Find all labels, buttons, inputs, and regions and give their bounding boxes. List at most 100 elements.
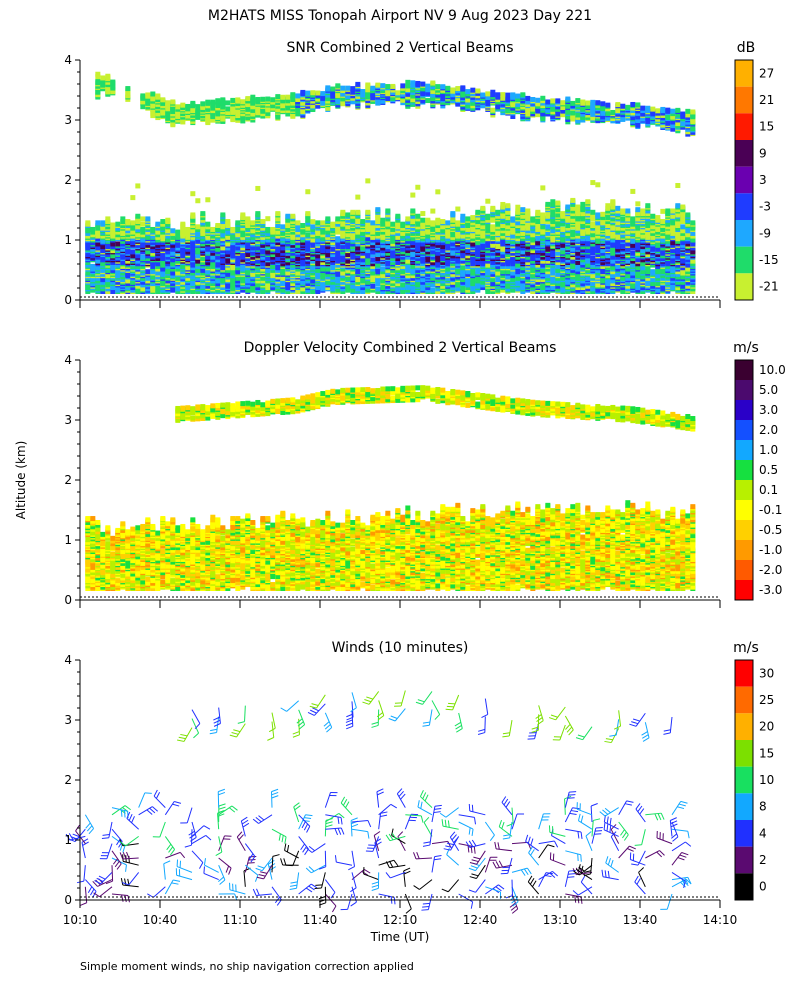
snr-cell (150, 254, 156, 260)
snr-cell (175, 234, 181, 240)
snr-cell (130, 238, 136, 244)
snr-cell (130, 236, 136, 242)
snr-cell (90, 226, 96, 232)
snr-cell (335, 270, 341, 276)
snr-cell (255, 211, 261, 217)
snr-cell (210, 105, 216, 111)
snr-cell (240, 232, 246, 238)
snr-cell (250, 237, 256, 243)
snr-cell (490, 107, 496, 113)
snr-cell (375, 207, 381, 213)
snr-cell (125, 277, 131, 283)
snr-cell (305, 211, 311, 217)
snr-cell (110, 236, 116, 242)
data-layer (85, 71, 696, 294)
snr-cell (330, 86, 336, 92)
snr-cell (170, 287, 176, 293)
snr-cell (210, 226, 216, 232)
snr-cell (240, 278, 246, 284)
snr-cell (145, 269, 151, 275)
snr-cell (265, 285, 271, 291)
snr-cell (85, 259, 91, 265)
snr-cell (445, 85, 451, 91)
snr-cell (285, 289, 291, 294)
snr-cell (225, 106, 231, 112)
snr-cell (290, 262, 296, 268)
snr-cell (85, 220, 91, 226)
snr-cell (315, 220, 321, 226)
snr-cell (340, 257, 346, 263)
snr-cell (185, 246, 191, 252)
snr-cell (295, 266, 301, 272)
snr-cell (480, 92, 486, 98)
snr-cell (260, 96, 266, 102)
snr-cell (255, 229, 261, 235)
snr-cell (175, 229, 181, 235)
snr-cell (140, 286, 146, 292)
snr-cell (145, 242, 151, 248)
snr-cell (255, 97, 261, 103)
snr-cell (190, 191, 196, 197)
snr-cell (145, 92, 151, 98)
snr-cell (95, 220, 101, 226)
snr-cell (325, 216, 331, 222)
snr-cell (345, 85, 351, 91)
snr-cell (365, 279, 371, 285)
snr-cell (230, 240, 236, 246)
snr-cell (245, 230, 251, 236)
snr-cell (180, 279, 186, 285)
snr-cell (335, 249, 341, 255)
snr-cell (140, 240, 146, 246)
snr-cell (245, 241, 251, 247)
snr-cell (300, 263, 306, 269)
snr-cell (345, 212, 351, 218)
snr-cell (345, 287, 351, 293)
snr-cell (330, 240, 336, 246)
snr-cell (310, 224, 316, 230)
snr-cell (170, 269, 176, 275)
snr-cell (295, 256, 301, 261)
snr-cell (275, 246, 281, 252)
snr-cell (225, 277, 231, 283)
snr-cell (250, 220, 256, 226)
snr-cell (355, 269, 361, 275)
snr-cell (140, 236, 146, 242)
snr-cell (450, 87, 456, 93)
snr-cell (145, 256, 151, 261)
snr-cell (215, 223, 221, 228)
snr-cell (190, 281, 196, 287)
snr-cell (265, 271, 271, 277)
snr-cell (205, 226, 211, 232)
snr-cell (200, 270, 206, 276)
snr-cell (295, 242, 301, 248)
snr-cell (340, 236, 346, 242)
snr-cell (390, 83, 396, 89)
snr-cell (265, 261, 271, 267)
snr-cell (320, 220, 326, 226)
snr-cell (215, 110, 221, 116)
snr-cell (95, 282, 101, 288)
snr-cell (295, 224, 301, 230)
snr-cell (255, 285, 261, 291)
snr-cell (115, 279, 121, 285)
snr-cell (170, 121, 176, 127)
snr-cell (195, 198, 201, 204)
snr-cell (235, 226, 241, 232)
snr-cell (215, 262, 221, 268)
snr-cell (180, 102, 186, 108)
snr-cell (365, 178, 371, 184)
snr-cell (215, 98, 221, 104)
snr-cell (115, 229, 121, 235)
snr-cell (280, 236, 286, 242)
snr-cell (225, 258, 231, 264)
snr-cell (310, 232, 316, 238)
snr-cell (225, 265, 231, 271)
snr-cell (110, 222, 116, 228)
snr-cell (435, 84, 441, 90)
snr-cell (90, 246, 96, 252)
snr-cell (295, 97, 301, 103)
snr-cell (325, 279, 331, 285)
snr-cell (300, 109, 306, 115)
snr-cell (140, 93, 146, 99)
snr-cell (330, 274, 336, 280)
